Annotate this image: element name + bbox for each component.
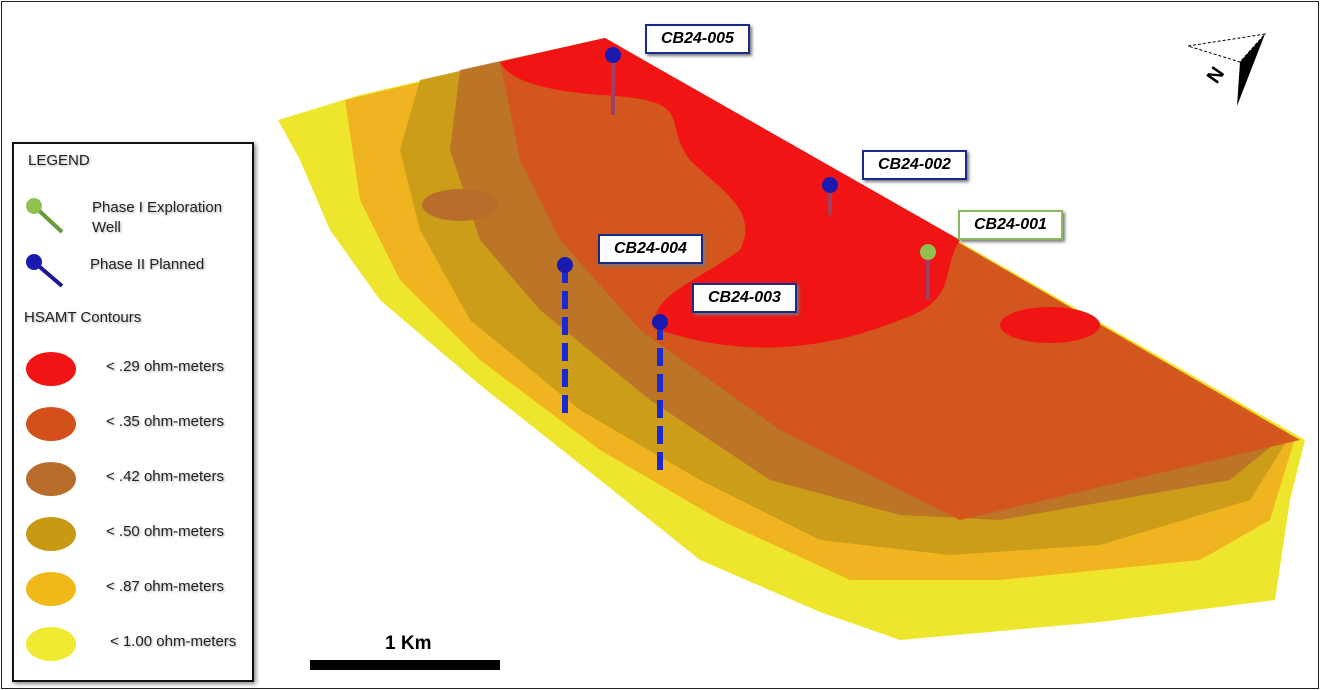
contour-label: < .35 ohm-meters (106, 413, 224, 430)
well-label-cb24-002[interactable]: CB24-002 (862, 150, 967, 180)
blue-well-pin-icon (26, 254, 64, 288)
well-label-cb24-005[interactable]: CB24-005 (645, 24, 750, 54)
swatch-087 (26, 572, 76, 606)
well-label-cb24-003[interactable]: CB24-003 (692, 283, 797, 313)
contour-label: < 1.00 ohm-meters (110, 633, 237, 650)
contour-red-patch (1000, 307, 1100, 343)
well-label-cb24-004[interactable]: CB24-004 (598, 234, 703, 264)
contour-label: < .42 ohm-meters (106, 468, 224, 485)
well-heads (557, 47, 936, 330)
well-label-cb24-001[interactable]: CB24-001 (958, 210, 1063, 240)
contour-red (500, 38, 960, 348)
swatch-029 (26, 352, 76, 386)
contour-brown-patch (422, 189, 498, 221)
contour-label: < .87 ohm-meters (106, 578, 224, 595)
swatch-050 (26, 517, 76, 551)
green-well-pin-icon (26, 198, 64, 234)
scale-bar-label: 1 Km (385, 633, 432, 654)
swatch-042 (26, 462, 76, 496)
legend: LEGEND Phase I Exploration Well Phase II… (12, 142, 254, 682)
contour-label: < .50 ohm-meters (106, 523, 224, 540)
contour-label: < .29 ohm-meters (106, 358, 224, 375)
legend-phase2-label: Phase II Planned (90, 256, 205, 273)
legend-contours-title: HSAMT Contours (24, 309, 142, 326)
north-label: N (1203, 63, 1229, 87)
swatch-100 (26, 627, 76, 661)
legend-phase1-label: Phase I Exploration Well (92, 199, 223, 236)
north-arrow-icon (1187, 33, 1267, 106)
scale-bar (310, 660, 500, 670)
swatch-035 (26, 407, 76, 441)
legend-title: LEGEND (28, 152, 90, 169)
